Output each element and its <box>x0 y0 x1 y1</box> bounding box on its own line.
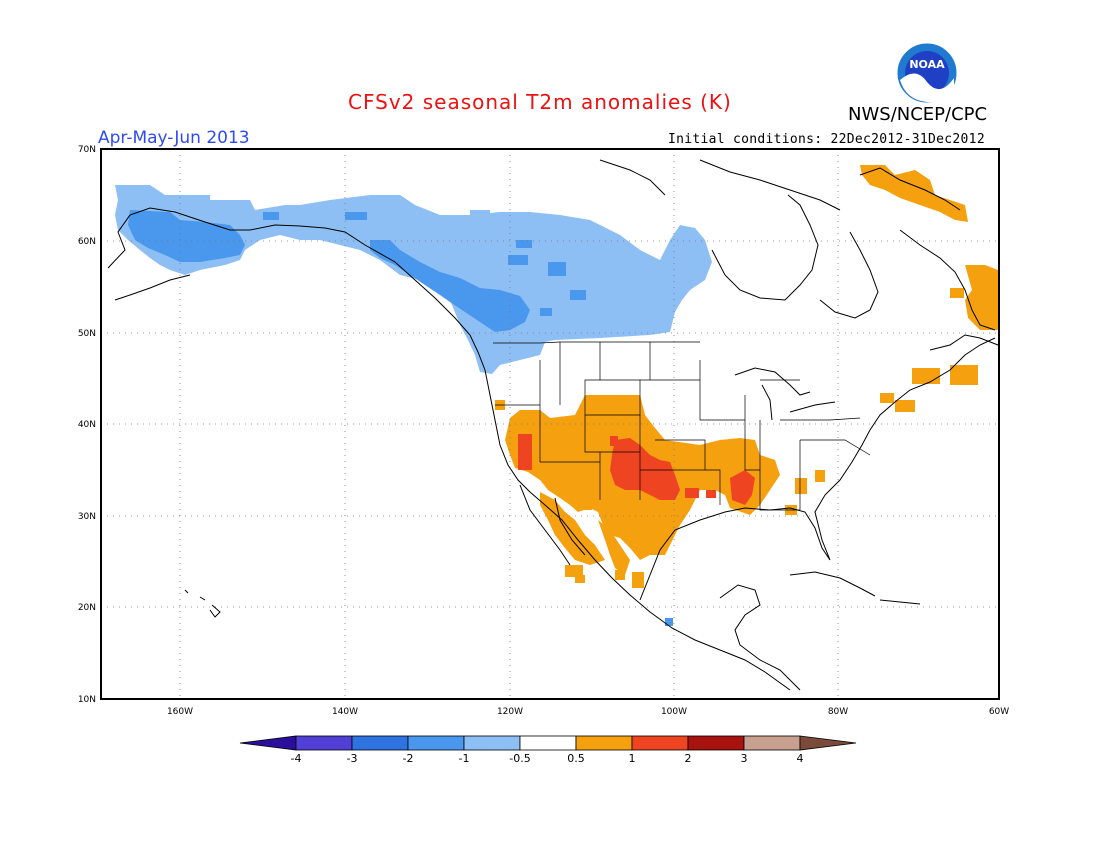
colorbar-label: -4 <box>291 752 302 765</box>
latitude-labels: 70N 60N 50N 40N 30N 20N 10N <box>78 145 96 705</box>
anomaly-negative-light <box>115 185 712 374</box>
colorbar-label: 0.5 <box>567 752 585 765</box>
lon-label-100w: 100W <box>661 707 687 717</box>
lat-label-60n: 60N <box>78 237 96 247</box>
lon-label-140w: 140W <box>332 707 358 717</box>
colorbar-segment <box>575 735 633 751</box>
longitude-labels: 160W 140W 120W 100W 80W 60W <box>167 707 1009 717</box>
agency-label: NWS/NCEP/CPC <box>848 104 988 125</box>
lon-label-160w: 160W <box>167 707 193 717</box>
initial-conditions: Initial conditions: 22Dec2012-31Dec2012 <box>668 132 985 147</box>
coastlines <box>107 159 999 691</box>
lat-label-10n: 10N <box>78 695 96 705</box>
colorbar-label: 1 <box>629 752 636 765</box>
colorbar-segment <box>295 735 353 751</box>
colorbar-label: 4 <box>797 752 804 765</box>
colorbar-label: -1 <box>459 752 470 765</box>
colorbar-label: 2 <box>685 752 692 765</box>
lon-label-120w: 120W <box>497 707 523 717</box>
colorbar-segment <box>407 735 465 751</box>
colorbar-label: 3 <box>741 752 748 765</box>
lon-label-80w: 80W <box>828 707 848 717</box>
forecast-period: Apr-May-Jun 2013 <box>98 128 250 148</box>
map-title: CFSv2 seasonal T2m anomalies (K) <box>348 90 732 114</box>
lat-label-70n: 70N <box>78 145 96 155</box>
lat-label-20n: 20N <box>78 603 96 613</box>
colorbar-segment <box>687 735 745 751</box>
noaa-logo: NOAA <box>896 42 958 104</box>
colorbar-segment <box>463 735 521 751</box>
colorbar-label: -3 <box>347 752 358 765</box>
colorbar-segment <box>631 735 689 751</box>
colorbar-segment <box>743 735 801 751</box>
map-frame <box>100 148 1000 700</box>
lon-label-60w: 60W <box>989 707 1009 717</box>
anomaly-negative-mid <box>128 210 673 626</box>
anomaly-positive-red <box>518 434 755 505</box>
colorbar-segment <box>351 735 409 751</box>
colorbar-segment-max <box>799 735 857 751</box>
colorbar-segment-min <box>239 735 297 751</box>
lat-label-50n: 50N <box>78 329 96 339</box>
noaa-logo-text: NOAA <box>909 58 945 71</box>
colorbar-label: -0.5 <box>509 752 530 765</box>
colorbar: -4 -3 -2 -1 -0.5 0.5 1 2 3 4 <box>239 735 857 765</box>
state-boundaries <box>493 341 871 511</box>
colorbar-segment <box>519 735 577 751</box>
lat-label-30n: 30N <box>78 512 96 522</box>
colorbar-label: -2 <box>403 752 414 765</box>
lat-label-40n: 40N <box>78 420 96 430</box>
